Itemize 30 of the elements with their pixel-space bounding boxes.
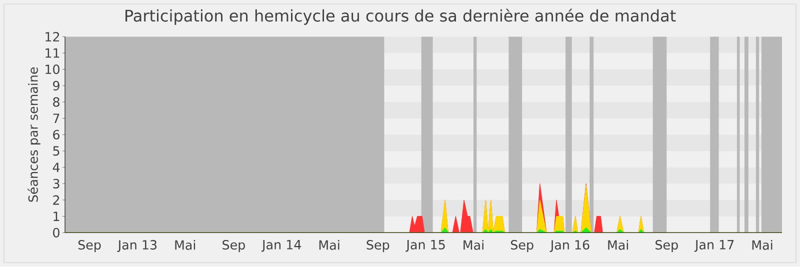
y-tick-label: 10 (46, 64, 60, 74)
x-tick-label: Jan 13 (117, 240, 157, 252)
x-tick-label: Jan 16 (550, 240, 590, 252)
y-tick-label: 12 (46, 32, 60, 42)
x-tick-label: Mai (175, 240, 196, 250)
y-tick-label: 11 (46, 48, 60, 58)
x-tick-label: Jan 14 (261, 240, 302, 252)
y-tick-label: 4 (52, 162, 60, 172)
y-tick-label: 3 (53, 179, 60, 189)
y-tick-label: 1 (54, 212, 60, 222)
chart-title: Participation en hemicycle au cours de sa dernière année de mandat (125, 8, 676, 25)
x-tick-label: Mai (752, 240, 772, 250)
y-axis-title: Séances par semaine (28, 68, 40, 202)
x-tick-label: Mai (464, 240, 484, 250)
x-tick-label: Jan 17 (694, 240, 734, 252)
y-tick-label: 6 (53, 130, 60, 140)
x-tick-label: Sep (366, 240, 390, 252)
y-tick-label: 5 (53, 146, 60, 156)
y-tick-label: 7 (53, 114, 60, 124)
x-tick-label: Sep (656, 240, 678, 252)
y-tick-label: 0 (53, 228, 60, 238)
y-tick-label: 9 (53, 81, 60, 91)
x-tick-label: Mai (319, 240, 340, 250)
x-tick-label: Mai (608, 240, 628, 250)
x-tick-label: Sep (222, 240, 245, 252)
x-tick-label: Sep (78, 240, 101, 252)
y-tick-label: 8 (53, 97, 60, 107)
y-tick-label: 2 (53, 195, 60, 205)
x-tick-label: Sep (510, 240, 534, 252)
x-tick-label: Jan 15 (406, 240, 445, 252)
